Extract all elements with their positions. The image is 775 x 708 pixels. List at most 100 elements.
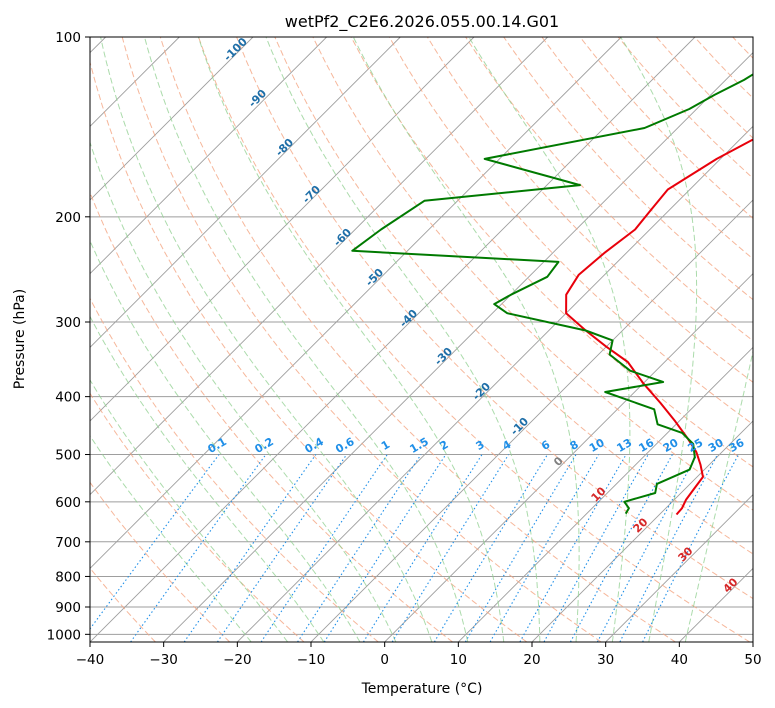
isotherm-line: [384, 273, 753, 642]
adiabat-label: -70: [300, 183, 323, 206]
mixing-ratio-line: [569, 454, 673, 642]
x-tick-label: −30: [149, 652, 178, 668]
isotherm-line: [90, 37, 327, 275]
mixing-ratio-label: 6: [539, 438, 552, 453]
moist-adiabat: [90, 434, 252, 642]
mixing-ratio-label: 8: [568, 438, 581, 453]
moist-adiabat: [144, 37, 469, 642]
dry-adiabat: [121, 37, 602, 642]
adiabat-label: -90: [246, 87, 269, 110]
adiabat-label: -100: [221, 35, 250, 64]
isotherm-line: [605, 494, 753, 642]
x-tick-label: 20: [523, 652, 540, 668]
dry-adiabat: [350, 37, 753, 468]
x-tick-label: 0: [380, 652, 389, 668]
adiabat-label: -60: [331, 226, 354, 249]
mixing-ratio-label: 2: [437, 438, 450, 453]
mixing-ratio-label: 0.4: [302, 435, 326, 456]
dry-adiabat: [236, 37, 753, 600]
moist-adiabat: [90, 239, 361, 642]
mixing-ratio-label: 1.5: [408, 435, 431, 456]
moist-adiabat: [197, 37, 505, 642]
mixing-ratio-line: [297, 454, 422, 642]
isotherm-line: [531, 420, 753, 642]
mixing-ratio-line: [183, 454, 317, 642]
moist-adiabat: [90, 140, 397, 642]
mixing-ratio-line: [433, 454, 548, 642]
mixing-ratio-line: [130, 454, 267, 642]
adiabat-label: 20: [631, 515, 651, 535]
dry-adiabat: [90, 191, 453, 642]
y-tick-label: 300: [55, 315, 81, 331]
y-tick-label: 800: [55, 569, 81, 585]
x-tick-label: −40: [76, 652, 105, 668]
isotherm-line: [90, 37, 475, 422]
isotherm-line: [90, 37, 622, 569]
mixing-ratio-line: [90, 454, 220, 630]
adiabat-label: 0: [551, 454, 566, 469]
adiabat-label: -40: [397, 307, 420, 330]
dry-adiabat: [656, 37, 753, 139]
y-tick-label: 400: [55, 390, 81, 406]
axis-ticks: −40 −30 −20 −10 0 10 20 30 40 5010020030040050060…: [47, 30, 762, 668]
adiabat-label: 30: [676, 544, 696, 564]
mixing-ratio-line: [596, 454, 698, 642]
isotherm-line: [679, 567, 753, 642]
y-tick-label: 100: [55, 30, 81, 46]
mixing-ratio-line: [619, 454, 719, 642]
dry-adiabat: [503, 37, 753, 301]
adiabat-label: -10: [508, 415, 531, 438]
mixing-ratio-label: 20: [661, 436, 681, 455]
moist-adiabat: [90, 315, 325, 642]
moist-adiabat: [90, 379, 289, 642]
dry-adiabat: [90, 567, 156, 642]
dry-adiabat: [771, 37, 775, 642]
mixing-ratio-line: [464, 454, 577, 642]
dry-adiabat: [90, 297, 379, 642]
y-tick-label: 900: [55, 600, 81, 616]
mixing-ratio-label: 13: [614, 436, 634, 455]
isotherm-line: [90, 37, 254, 201]
x-tick-label: −10: [297, 652, 326, 668]
y-tick-label: 700: [55, 535, 81, 551]
isotherm-line: [163, 52, 753, 642]
adiabat-label: -50: [363, 266, 386, 289]
chart-title: wetPf2_C2E6.2026.055.00.14.G01: [285, 12, 559, 32]
background-lines: [90, 37, 775, 642]
isotherm-line: [90, 37, 696, 642]
y-axis-label: Pressure (hPa): [12, 289, 28, 389]
isotherm-line: [458, 346, 753, 642]
dry-adiabat: [388, 37, 753, 425]
dry-adiabat: [159, 37, 676, 642]
adiabat-label: -20: [470, 380, 493, 403]
isotherm-line: [310, 199, 753, 642]
dry-adiabat: [426, 37, 753, 383]
mixing-ratio-line: [216, 454, 348, 642]
isotherm-line: [90, 37, 548, 496]
plot-frame: [89, 36, 754, 643]
mixing-ratio-label: 30: [706, 436, 726, 455]
dry-adiabat: [541, 37, 753, 260]
adiabat-label: 40: [721, 575, 741, 595]
mixing-ratio-label: 1: [379, 438, 392, 453]
y-tick-label: 600: [55, 495, 81, 511]
mixing-ratio-label: 10: [587, 436, 607, 455]
profile-lines: [351, 73, 753, 516]
moist-adiabat: [468, 37, 631, 642]
adiabat-label: -80: [273, 136, 296, 159]
moist-adiabat: [265, 37, 541, 642]
mixing-ratio-line: [260, 454, 388, 642]
isotherm-line: [752, 641, 753, 642]
mixing-ratio-line: [362, 454, 483, 642]
dry-adiabat: [90, 481, 231, 642]
mixing-ratio-label: 3: [474, 438, 487, 453]
x-tick-label: −20: [223, 652, 252, 668]
mixing-ratio-line: [323, 454, 447, 642]
isotherm-line: [90, 37, 401, 348]
x-tick-label: 40: [671, 652, 688, 668]
x-tick-label: 10: [450, 652, 467, 668]
dry-adiabat: [198, 37, 751, 642]
dry-adiabat: [90, 60, 528, 642]
